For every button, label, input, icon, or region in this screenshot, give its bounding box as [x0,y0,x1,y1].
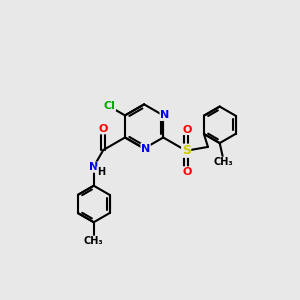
Text: Cl: Cl [103,101,116,111]
Text: CH₃: CH₃ [213,157,233,167]
Text: O: O [182,167,191,177]
Text: H: H [97,167,105,177]
Text: O: O [99,124,108,134]
Text: N: N [88,162,98,172]
Text: N: N [160,110,169,120]
Text: S: S [182,144,191,157]
Text: CH₃: CH₃ [84,236,104,246]
Text: O: O [182,124,191,134]
Text: N: N [141,143,150,154]
